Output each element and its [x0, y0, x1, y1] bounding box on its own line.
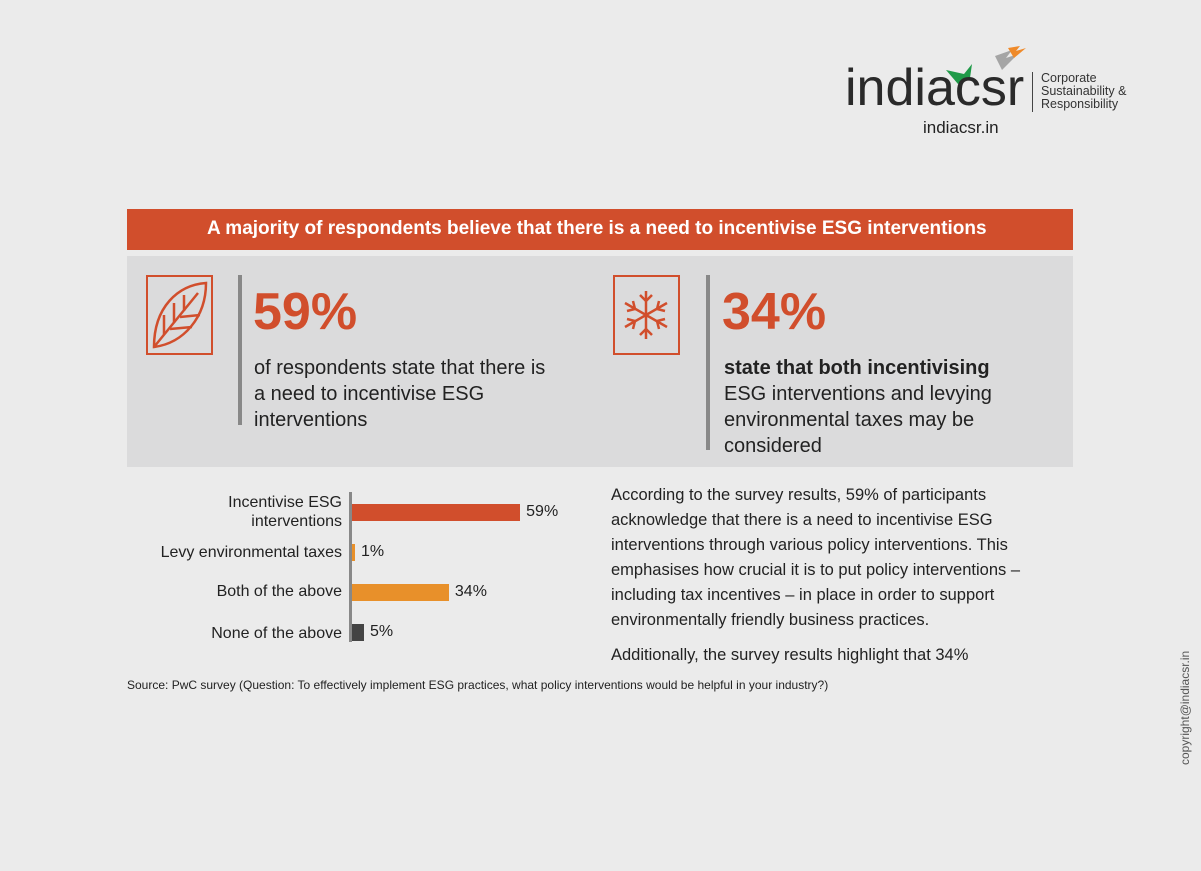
bar [352, 584, 449, 601]
body-paragraph: According to the survey results, 59% of … [611, 483, 1066, 668]
logo-url: indiacsr.in [923, 118, 999, 137]
bar [352, 544, 355, 561]
category-label: None of the above [211, 625, 342, 642]
snowflake-icon [613, 275, 680, 355]
chart-axis [349, 492, 352, 642]
value-label: 59% [526, 503, 559, 520]
divider [238, 275, 242, 425]
category-label: Levy environmental taxes [160, 544, 342, 561]
category-label: Both of the above [216, 583, 342, 600]
bar [352, 504, 521, 521]
paragraph-text: Additionally, the survey results highlig… [611, 646, 969, 664]
headline-banner: A majority of respondents believe that t… [127, 209, 1073, 250]
stat-text: state that both incentivising ESG interv… [724, 355, 1034, 459]
logo-divider [1032, 72, 1033, 112]
copyright: copyright@indiacsr.in [1178, 650, 1192, 765]
value-label: 1% [361, 543, 385, 560]
tagline-line: Corporate [1041, 71, 1097, 85]
stat-text-rest: ESG interventions and levying environmen… [724, 383, 992, 457]
bar [352, 624, 364, 641]
paragraph-text: According to the survey results, 59% of … [611, 486, 1021, 629]
stat-bold-text: state that both incentivising [724, 357, 990, 379]
value-label: 34% [454, 583, 487, 600]
divider [706, 275, 710, 450]
stats-panel [127, 256, 1073, 467]
stat-value: 34% [722, 283, 827, 341]
logo-tagline: Corporate Sustainability & Responsibilit… [1041, 72, 1126, 111]
stat-value: 59% [253, 283, 358, 341]
source-note: Source: PwC survey (Question: To effecti… [127, 678, 829, 692]
tagline-line: Responsibility [1041, 97, 1119, 111]
category-label: Incentivise ESG interventions [228, 494, 342, 530]
stat-text: of respondents state that there is a nee… [254, 357, 546, 431]
value-label: 5% [370, 623, 394, 640]
tagline-line: Sustainability & [1041, 84, 1127, 98]
birds-logo-icon [946, 46, 1026, 84]
leaf-icon [146, 275, 213, 355]
logo-wordmark: indiacsr [845, 59, 1025, 117]
